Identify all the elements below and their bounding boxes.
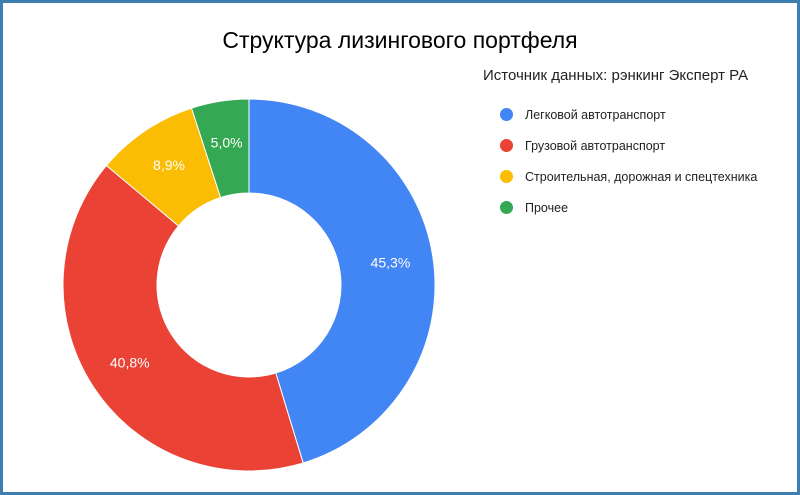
slice-label-construction: 8,9%: [153, 157, 185, 173]
legend-label-other: Прочее: [525, 200, 569, 215]
legend-item-passenger[interactable]: Легковой автотранспорт: [500, 99, 757, 130]
donut-labels: 45,3% 40,8% 8,9% 5,0%: [110, 134, 410, 370]
slice-other[interactable]: [190, 98, 250, 199]
legend-swatch-other: [500, 201, 513, 214]
slice-label-freight: 40,8%: [110, 355, 150, 371]
legend-item-other[interactable]: Прочее: [500, 192, 757, 223]
legend-label-construction: Строительная, дорожная и спецтехника: [525, 169, 758, 184]
slice-label-other: 5,0%: [211, 134, 243, 150]
legend-label-freight: Грузовой автотранспорт: [525, 138, 666, 153]
legend-title: Источник данных: рэнкинг Эксперт РА: [483, 67, 749, 84]
legend-item-freight[interactable]: Грузовой автотранспорт: [500, 130, 757, 161]
legend: Легковой автотранспорт Грузовой автотран…: [500, 99, 757, 223]
legend-swatch-construction: [500, 170, 513, 183]
legend-swatch-passenger: [500, 108, 513, 121]
donut-chart: 45,3% 40,8% 8,9% 5,0%: [62, 98, 436, 472]
slice-passenger[interactable]: [248, 98, 436, 464]
legend-label-passenger: Легковой автотранспорт: [525, 107, 666, 122]
legend-swatch-freight: [500, 139, 513, 152]
slice-freight[interactable]: [62, 164, 304, 472]
slice-label-passenger: 45,3%: [371, 255, 411, 271]
legend-item-construction[interactable]: Строительная, дорожная и спецтехника: [500, 161, 757, 192]
donut-slices: [62, 98, 436, 472]
chart-title: Структура лизингового портфеля: [222, 27, 578, 53]
